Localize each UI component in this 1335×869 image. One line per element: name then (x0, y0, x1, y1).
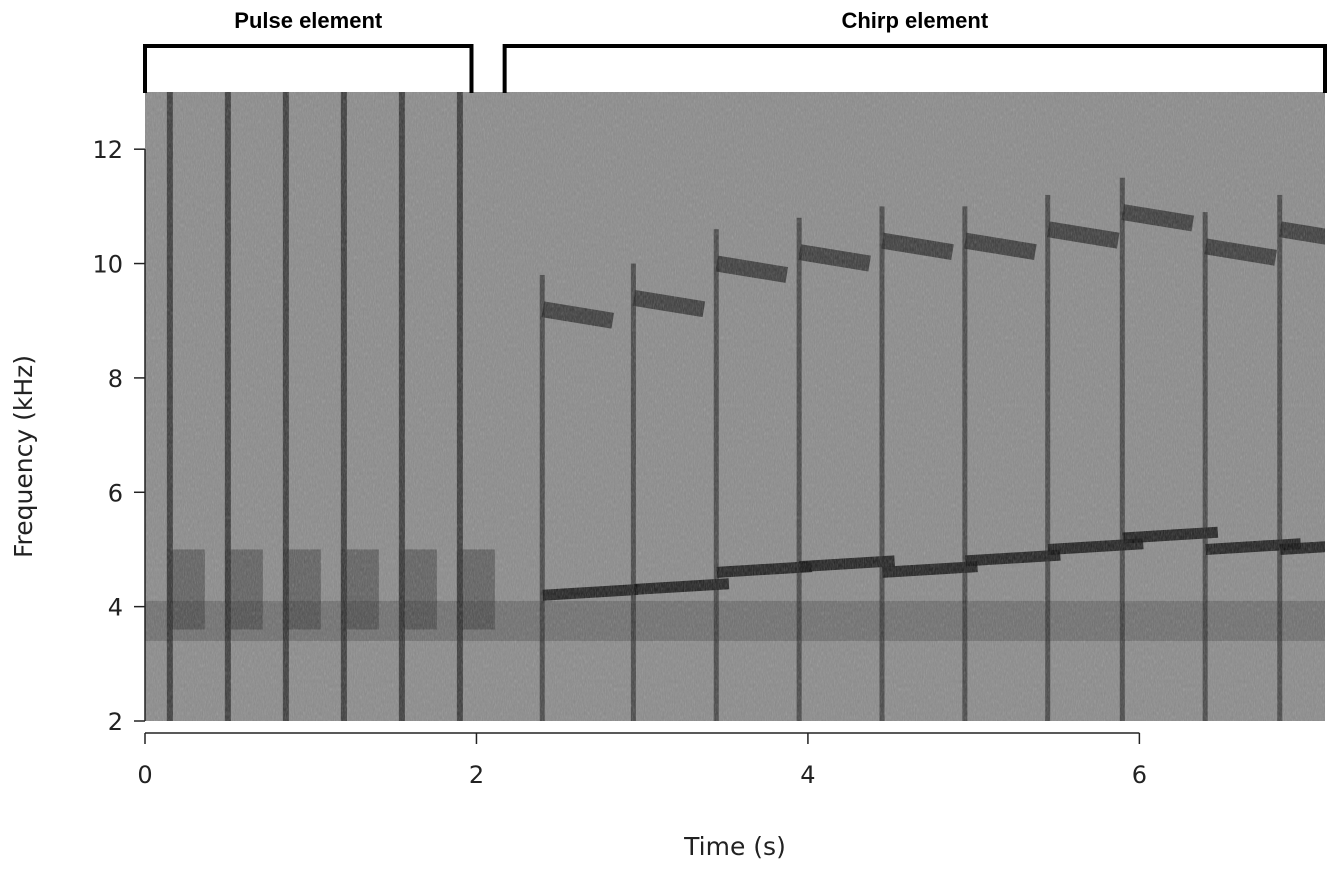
segment-label: Pulse element (234, 8, 383, 33)
x-tick-label: 2 (469, 761, 484, 789)
y-axis-title: Frequency (kHz) (9, 355, 38, 558)
x-tick-label: 4 (800, 761, 815, 789)
y-tick-label: 12 (92, 136, 123, 164)
x-axis-title: Time (s) (683, 832, 786, 861)
plot-area (145, 92, 1325, 721)
x-tick-label: 6 (1132, 761, 1147, 789)
x-tick-label: 0 (137, 761, 152, 789)
y-tick-label: 10 (92, 251, 123, 279)
y-tick-label: 2 (108, 708, 123, 736)
y-tick-label: 4 (108, 594, 123, 622)
y-tick-label: 8 (108, 365, 123, 393)
spectrogram-noise (145, 92, 1325, 721)
segment-label: Chirp element (841, 8, 988, 33)
y-tick-label: 6 (108, 479, 123, 507)
segment-bracket (502, 44, 1327, 93)
segment-bracket (143, 44, 474, 93)
